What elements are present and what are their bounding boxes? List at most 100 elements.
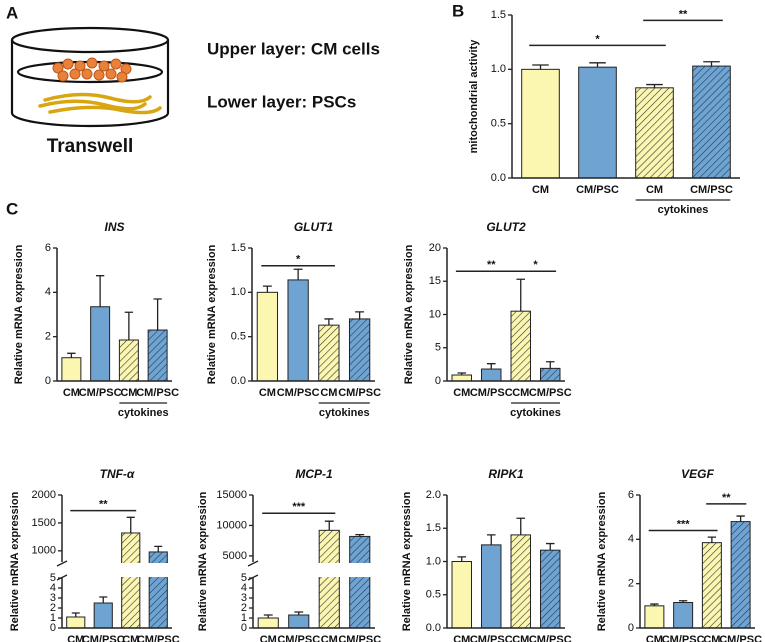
error-bar xyxy=(486,363,496,370)
y-tick-label: 2 xyxy=(628,578,634,590)
error-bar xyxy=(294,611,304,615)
error-bar xyxy=(736,515,745,522)
x-tick-label: CM/PSC xyxy=(82,634,125,642)
y-tick-label: 0.0 xyxy=(231,375,246,387)
x-tick-label: CM xyxy=(122,634,139,642)
y-tick-label: 2.0 xyxy=(426,489,441,501)
y-tick-label: 1000 xyxy=(32,545,56,557)
x-tick-label: CM xyxy=(321,634,338,642)
y-tick-label: 1 xyxy=(50,612,56,624)
x-tick-label: CM xyxy=(532,184,549,196)
y-tick-label: 0 xyxy=(435,375,441,387)
y-tick-label: 1.5 xyxy=(426,522,441,534)
y-tick-label: 6 xyxy=(628,489,634,501)
chart-title: INS xyxy=(104,220,124,234)
diagram-text: Upper layer: CM cells xyxy=(207,39,380,58)
error-bar xyxy=(457,556,467,562)
y-tick-label: 15000 xyxy=(216,489,247,501)
y-tick-label: 10000 xyxy=(216,519,247,531)
x-tick-label: CM xyxy=(703,634,720,642)
bar xyxy=(510,534,531,629)
bar xyxy=(730,521,751,629)
y-tick-label: 1.5 xyxy=(491,9,506,21)
y-tick-label: 2000 xyxy=(32,489,56,501)
y-tick-label: 15 xyxy=(429,275,441,287)
bar xyxy=(348,318,371,382)
y-tick-label: 0.0 xyxy=(491,172,506,184)
y-axis-label: Relative mRNA expression xyxy=(9,491,21,631)
chart-title: TNF-α xyxy=(100,467,135,481)
y-tick-label: 4 xyxy=(50,582,56,594)
bar xyxy=(521,68,560,179)
y-axis-label: Relative mRNA expression xyxy=(401,491,413,631)
x-tick-label: CM/PSC xyxy=(529,387,572,399)
error-bar xyxy=(532,64,549,70)
group-label: cytokines xyxy=(319,407,370,419)
x-tick-label: CM/PSC xyxy=(470,634,513,642)
significance-label: *** xyxy=(677,518,691,530)
error-bar xyxy=(707,536,717,543)
y-tick-label: 1.0 xyxy=(231,286,246,298)
error-bar xyxy=(545,361,555,369)
bar xyxy=(147,329,168,382)
panel-label: A xyxy=(6,3,18,22)
y-axis-label: mitochondrial activity xyxy=(468,39,480,154)
error-bar xyxy=(324,318,334,326)
y-tick-label: 0 xyxy=(45,375,51,387)
y-tick-label: 4 xyxy=(628,533,634,545)
bar xyxy=(287,279,309,382)
bar xyxy=(510,310,531,382)
bar xyxy=(256,291,279,382)
x-tick-label: CM xyxy=(120,387,137,399)
bar xyxy=(349,535,371,629)
error-bar xyxy=(71,612,80,617)
y-tick-label: 4 xyxy=(241,582,247,594)
y-tick-label: 1.0 xyxy=(491,63,506,75)
y-tick-label: 2 xyxy=(50,602,56,614)
x-tick-label: CM xyxy=(512,387,529,399)
y-tick-label: 0.5 xyxy=(426,589,441,601)
bar xyxy=(451,561,472,629)
error-bar xyxy=(355,311,365,319)
error-bar xyxy=(646,83,663,88)
y-tick-label: 1.5 xyxy=(231,242,246,254)
bar xyxy=(451,374,472,382)
y-tick-label: 5 xyxy=(241,572,247,584)
y-tick-label: 5 xyxy=(50,572,56,584)
significance-label: ** xyxy=(722,492,731,504)
y-tick-label: 6 xyxy=(45,242,51,254)
x-tick-label: CM xyxy=(646,184,663,196)
error-bar xyxy=(516,517,526,535)
x-tick-label: CM xyxy=(67,634,84,642)
chart-title: GLUT2 xyxy=(486,220,526,234)
y-axis-label: Relative mRNA expression xyxy=(206,244,218,384)
bar xyxy=(635,87,674,179)
chart-title: VEGF xyxy=(681,467,714,481)
x-tick-label: CM/PSC xyxy=(338,387,381,399)
y-tick-label: 5 xyxy=(435,342,441,354)
error-bar xyxy=(589,62,606,68)
y-tick-label: 1500 xyxy=(32,517,56,529)
bar xyxy=(578,66,617,179)
y-tick-label: 0 xyxy=(241,622,247,634)
significance-label: *** xyxy=(292,501,306,513)
significance-label: ** xyxy=(99,499,108,511)
significance-label: ** xyxy=(487,259,496,271)
x-tick-label: CM xyxy=(512,634,529,642)
y-axis-label: Relative mRNA expression xyxy=(596,491,608,631)
bar xyxy=(701,542,722,629)
x-tick-label: CM/PSC xyxy=(136,387,179,399)
y-tick-label: 1 xyxy=(241,612,247,624)
x-tick-label: CM xyxy=(320,387,337,399)
error-bar xyxy=(126,516,135,533)
bar xyxy=(66,616,86,629)
bar xyxy=(481,368,502,382)
error-bar xyxy=(678,600,688,603)
bar xyxy=(540,367,561,382)
group-label: cytokines xyxy=(658,204,709,216)
x-tick-label: CM/PSC xyxy=(137,634,180,642)
x-tick-label: CM/PSC xyxy=(690,184,733,196)
